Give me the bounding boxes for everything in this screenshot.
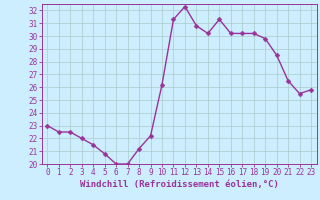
X-axis label: Windchill (Refroidissement éolien,°C): Windchill (Refroidissement éolien,°C) [80,180,279,189]
